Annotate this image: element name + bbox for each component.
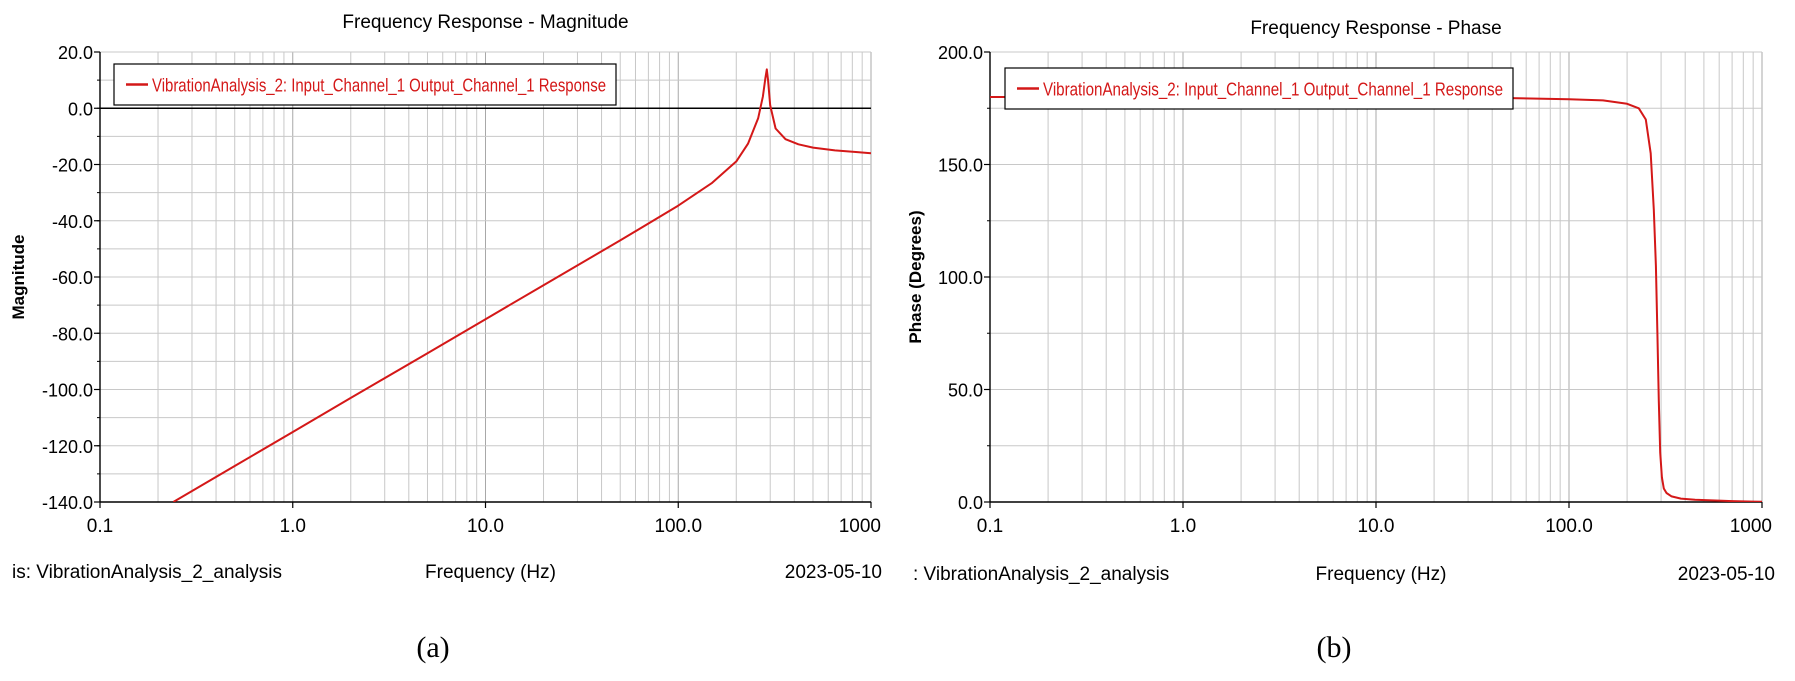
- y-axis-label: Magnitude: [9, 235, 28, 320]
- footer-analysis-name: : VibrationAnalysis_2_analysis: [913, 564, 1169, 585]
- x-tick-label: 1000: [1730, 516, 1772, 537]
- x-tick-label: 10.0: [1358, 516, 1395, 537]
- panel-caption: (a): [416, 631, 449, 664]
- y-tick-label: 20.0: [58, 43, 93, 63]
- x-axis-label: Frequency (Hz): [425, 562, 556, 583]
- y-tick-label: 0.0: [68, 99, 93, 119]
- series-line: [172, 68, 871, 502]
- x-tick-label: 1.0: [280, 516, 306, 537]
- x-tick-label: 1.0: [1170, 516, 1196, 537]
- legend-label: VibrationAnalysis_2: Input_Channel_1 Out…: [152, 76, 606, 97]
- x-tick-label: 100.0: [654, 516, 702, 537]
- footer-date: 2023-05-10: [1678, 564, 1775, 585]
- y-tick-label: 100.0: [938, 268, 983, 288]
- x-tick-label: 100.0: [1545, 516, 1593, 537]
- series-line: [990, 96, 1762, 502]
- x-tick-label: 0.1: [977, 516, 1003, 537]
- y-tick-label: -80.0: [52, 324, 93, 344]
- y-tick-label: -100.0: [42, 381, 93, 401]
- y-tick-label: 50.0: [948, 381, 983, 401]
- y-tick-label: -140.0: [42, 493, 93, 513]
- x-tick-label: 10.0: [467, 516, 504, 537]
- legend-box: [113, 63, 617, 106]
- footer-date: 2023-05-10: [785, 562, 882, 583]
- x-tick-label: 0.1: [87, 516, 113, 537]
- footer-analysis-name: is: VibrationAnalysis_2_analysis: [12, 562, 282, 583]
- grid: [99, 51, 872, 503]
- chart-title: Frequency Response - Phase: [1250, 18, 1501, 39]
- x-tick-label: 1000: [839, 516, 881, 537]
- y-axis-label: Phase (Degrees): [906, 210, 925, 343]
- y-tick-label: 0.0: [958, 493, 983, 513]
- y-tick-label: 150.0: [938, 156, 983, 176]
- y-tick-label: -20.0: [52, 156, 93, 176]
- legend: VibrationAnalysis_2: Input_Channel_1 Out…: [1004, 67, 1514, 110]
- x-axis-label: Frequency (Hz): [1316, 564, 1447, 585]
- y-tick-label: -60.0: [52, 268, 93, 288]
- y-tick-label: -120.0: [42, 437, 93, 457]
- chart-title: Frequency Response - Magnitude: [342, 12, 628, 33]
- legend: VibrationAnalysis_2: Input_Channel_1 Out…: [113, 63, 617, 106]
- y-tick-label: 200.0: [938, 43, 983, 63]
- legend-label: VibrationAnalysis_2: Input_Channel_1 Out…: [1043, 80, 1503, 101]
- y-tick-label: -40.0: [52, 212, 93, 232]
- legend-box: [1004, 67, 1514, 110]
- magnitude-chart: Frequency Response - Magnitude 20.0 0.0 -20…: [9, 12, 882, 664]
- phase-chart: Frequency Response - Phase 200.0 150.0 100.…: [906, 18, 1775, 664]
- panel-caption: (b): [1317, 631, 1352, 664]
